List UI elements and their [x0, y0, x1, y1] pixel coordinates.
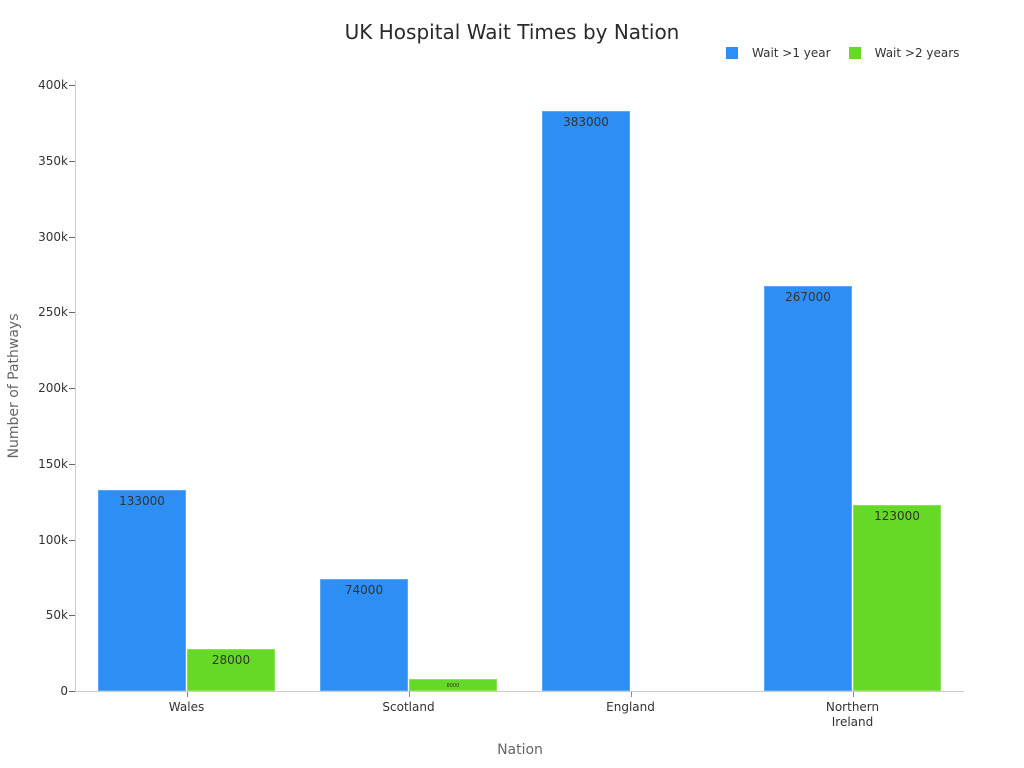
y-tick-mark [69, 312, 75, 313]
legend-label: Wait >1 year [752, 46, 831, 60]
x-tick-label-line: Ireland [831, 715, 874, 729]
bar-value-label: 123000 [874, 508, 920, 523]
legend-item-wait-1-year[interactable]: Wait >1 year [726, 46, 831, 60]
bar-northern-ireland-wait-1-year[interactable]: 267000 [764, 286, 852, 691]
y-tick-label: 0 [60, 684, 68, 698]
x-tick-mark [631, 692, 632, 697]
x-tick-mark [187, 692, 188, 697]
x-tick-label-line: England [606, 700, 655, 714]
legend-swatch-blue [726, 47, 738, 59]
y-tick-label: 350k [38, 153, 68, 168]
y-tick-label: 150k [38, 456, 68, 471]
bar-wales-wait-1-year[interactable]: 133000 [98, 489, 186, 691]
y-tick-mark [69, 161, 75, 162]
x-tick-label: England [571, 700, 691, 715]
y-axis-line [75, 80, 76, 692]
y-tick-label: 100k [38, 532, 68, 547]
y-tick-label: 400k [38, 78, 68, 92]
x-tick-label: Wales [127, 700, 247, 715]
y-tick-mark [69, 388, 75, 389]
bar-value-label: 267000 [785, 290, 831, 305]
y-tick-label: 50k [45, 608, 68, 623]
x-tick-label-line: Wales [168, 700, 205, 714]
x-tick-mark [853, 692, 854, 697]
legend-item-wait-2-years[interactable]: Wait >2 years [848, 46, 960, 60]
x-tick-label-line: Northern [825, 700, 880, 714]
y-axis-title: Number of Pathways [6, 313, 22, 459]
y-tick-mark [69, 464, 75, 465]
y-tick-label: 300k [38, 229, 68, 244]
y-tick-label: 250k [38, 305, 68, 320]
bar-scotland-wait-2-years[interactable]: 8000 [409, 678, 497, 691]
x-axis-line [75, 691, 964, 692]
x-tick-label: Scotland [349, 700, 469, 715]
bar-wales-wait-2-years[interactable]: 28000 [187, 648, 275, 691]
x-tick-label-line: Scotland [382, 700, 435, 714]
legend: Wait >1 year Wait >2 years [726, 46, 977, 60]
chart-title: UK Hospital Wait Times by Nation [344, 20, 680, 44]
x-tick-mark [409, 692, 410, 697]
bar-england-wait-1-year[interactable]: 383000 [542, 110, 630, 691]
x-axis-title: Nation [497, 742, 543, 758]
y-tick-mark [69, 691, 75, 692]
x-tick-label: Northern Ireland [793, 700, 913, 730]
bar-value-label: 383000 [563, 114, 609, 129]
y-tick-mark [69, 85, 75, 86]
bar-value-label: 8000 [446, 682, 460, 689]
bar-value-label: 28000 [211, 652, 251, 667]
y-tick-label: 200k [38, 381, 68, 395]
legend-label: Wait >2 years [874, 46, 960, 60]
bar-scotland-wait-1-year[interactable]: 74000 [320, 578, 408, 691]
y-tick-mark [69, 615, 75, 616]
bar-value-label: 133000 [119, 493, 165, 508]
bar-northern-ireland-wait-2-years[interactable]: 123000 [853, 504, 941, 691]
y-tick-mark [69, 540, 75, 541]
legend-swatch-green [848, 47, 861, 59]
bar-value-label: 74000 [344, 582, 384, 597]
y-tick-mark [69, 237, 75, 238]
